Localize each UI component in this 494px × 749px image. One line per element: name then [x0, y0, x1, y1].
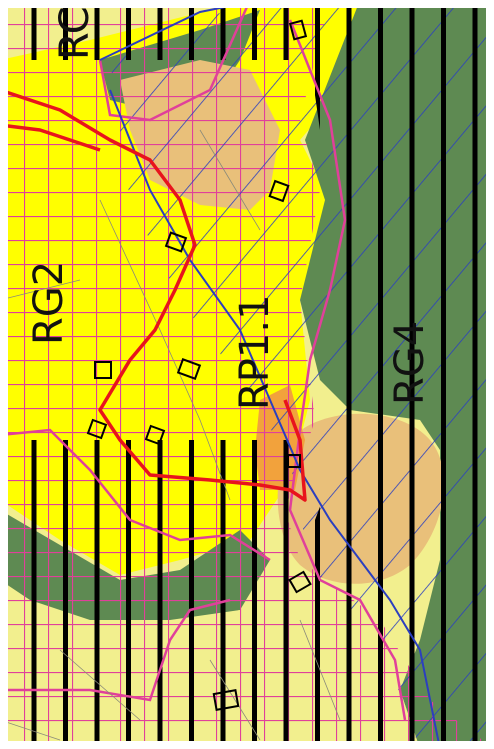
- magenta-boundary-line: [0, 0, 407, 721]
- building: [288, 570, 312, 594]
- buildings: [86, 19, 312, 711]
- building: [287, 454, 301, 468]
- parcel-lines: [0, 129, 341, 741]
- building: [176, 358, 202, 380]
- building: [212, 689, 240, 711]
- building: [94, 361, 112, 379]
- black-stripes-bottom: [28, 440, 300, 749]
- building: [144, 424, 166, 446]
- red-boundary: [0, 88, 307, 502]
- zone-label-rg4: RG4: [387, 321, 433, 405]
- building: [288, 19, 308, 41]
- building: [164, 231, 188, 253]
- building: [268, 179, 290, 203]
- building: [86, 418, 108, 440]
- zone-label-rg2: RG2: [26, 261, 72, 345]
- zone-label-rp1-1: RP1.1: [232, 294, 278, 410]
- zone-label-rc: RC: [52, 6, 98, 60]
- black-stripes-right: [300, 0, 494, 749]
